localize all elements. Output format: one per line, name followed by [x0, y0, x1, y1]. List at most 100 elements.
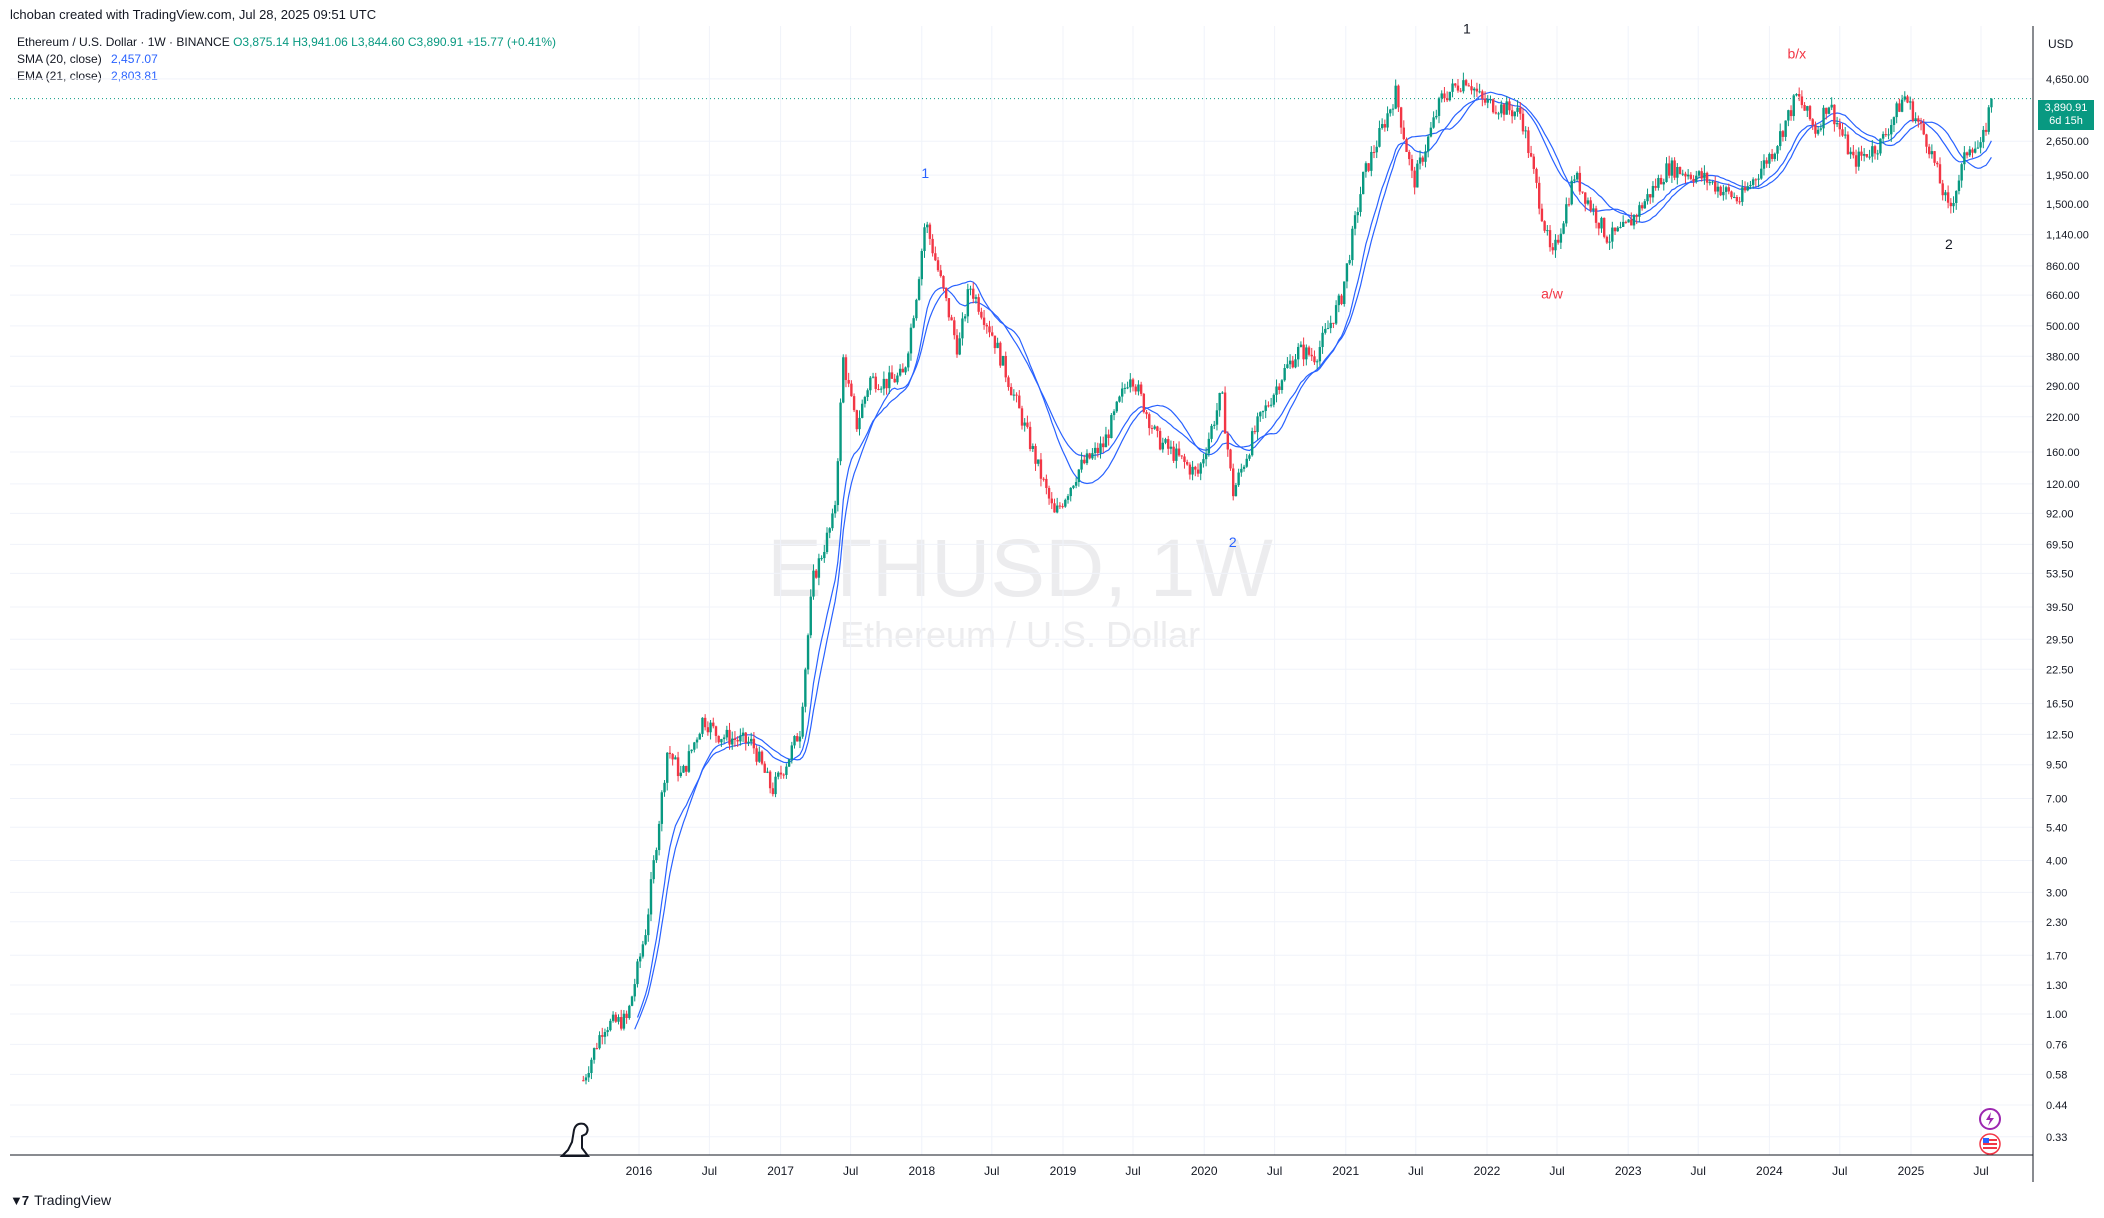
candle	[1895, 101, 1898, 124]
y-tick-label: 12.50	[2046, 729, 2074, 741]
wave-label[interactable]: 2	[1229, 534, 1237, 550]
candle	[1581, 191, 1584, 194]
candle	[926, 221, 929, 234]
candle	[587, 1066, 590, 1083]
candle	[1873, 144, 1877, 160]
candle	[1012, 389, 1016, 401]
candle	[912, 315, 915, 329]
wave-label[interactable]: 1	[921, 165, 929, 181]
y-tick-label: 0.33	[2046, 1132, 2067, 1144]
candle	[1516, 100, 1519, 117]
wave-label[interactable]: 2	[1945, 236, 1953, 252]
candle	[1367, 163, 1370, 173]
candle	[1180, 455, 1183, 460]
candle	[1787, 109, 1790, 127]
wave-label[interactable]: b/x	[1788, 45, 1807, 61]
candle	[1399, 106, 1403, 134]
candle	[1378, 120, 1381, 148]
candle	[1613, 227, 1617, 235]
candle	[1023, 418, 1026, 432]
candle	[655, 847, 658, 863]
candle	[882, 371, 886, 396]
candle	[934, 246, 937, 262]
candle	[1102, 436, 1105, 453]
candle	[611, 1011, 615, 1023]
legend-sma-row[interactable]: SMA (20, close) 2,457.07	[17, 51, 556, 68]
candle	[1990, 98, 1993, 113]
candle	[1751, 177, 1755, 189]
candle	[1451, 78, 1454, 98]
candle	[1627, 219, 1630, 223]
candle	[1741, 180, 1744, 206]
candle	[1107, 429, 1110, 446]
y-tick-label: 660.00	[2046, 290, 2080, 302]
candle	[1196, 463, 1200, 477]
candle	[712, 717, 715, 729]
candle	[1047, 485, 1051, 505]
candle	[633, 978, 636, 1002]
brand-logo[interactable]: ▼7 TradingView	[10, 1192, 111, 1208]
candle	[866, 388, 869, 402]
candle	[1784, 120, 1787, 141]
candle	[663, 780, 666, 797]
candle	[1865, 154, 1869, 159]
candle	[1822, 105, 1825, 136]
candle	[1556, 234, 1560, 245]
candle	[923, 223, 926, 258]
candle	[1194, 465, 1197, 477]
candle	[1481, 89, 1484, 107]
candle	[963, 313, 967, 322]
candle	[1134, 384, 1137, 395]
candle	[1237, 468, 1240, 487]
candle	[1332, 322, 1335, 329]
candle	[1789, 105, 1793, 121]
candle	[1131, 377, 1135, 392]
candle	[1914, 112, 1917, 124]
candle	[725, 725, 729, 741]
candle	[1714, 176, 1717, 195]
lightning-icon[interactable]	[1979, 1108, 2001, 1130]
candle	[766, 767, 769, 774]
candle	[1448, 91, 1452, 102]
candle	[1031, 443, 1035, 453]
candle	[1288, 354, 1292, 369]
candle	[836, 458, 840, 512]
candle	[1207, 432, 1211, 457]
candle	[1497, 111, 1500, 120]
candle	[990, 325, 994, 337]
legend-symbol-row[interactable]: Ethereum / U.S. Dollar · 1W · BINANCE O3…	[17, 34, 556, 51]
candle	[1473, 87, 1476, 98]
candle	[1746, 182, 1749, 192]
wave-label[interactable]: a/w	[1541, 286, 1564, 302]
candle	[1841, 122, 1844, 137]
candle	[1391, 104, 1395, 116]
legend-ema-row[interactable]: EMA (21, close) 2,803.81	[17, 68, 556, 85]
candle	[980, 307, 983, 320]
candle	[1667, 155, 1671, 179]
candle	[736, 736, 739, 747]
candle	[609, 1018, 612, 1032]
brand-name: TradingView	[34, 1192, 112, 1208]
wave-label[interactable]: 1	[1463, 21, 1471, 37]
y-tick-label: 39.50	[2046, 602, 2074, 614]
flag-icon[interactable]	[1979, 1133, 2001, 1155]
candle	[739, 728, 742, 746]
candle	[1167, 435, 1170, 455]
candle	[1486, 95, 1489, 109]
legend-ema-label: EMA (21, close)	[17, 69, 102, 83]
candle	[1987, 105, 1990, 135]
candle	[1795, 93, 1798, 97]
candle	[1185, 459, 1189, 466]
candle	[888, 365, 891, 394]
candle	[1313, 350, 1316, 365]
candle	[1456, 79, 1460, 93]
candle	[1844, 127, 1847, 139]
candle	[1703, 165, 1706, 185]
candle	[628, 1004, 631, 1020]
candle	[1508, 98, 1511, 115]
candle	[1489, 95, 1492, 104]
candle	[950, 314, 953, 321]
currency-label[interactable]: USD	[2048, 37, 2074, 51]
candle	[1153, 424, 1156, 430]
